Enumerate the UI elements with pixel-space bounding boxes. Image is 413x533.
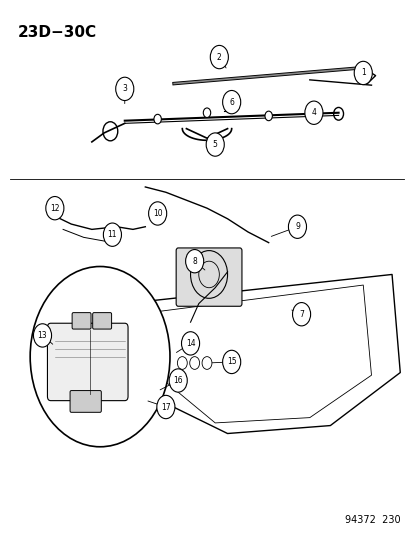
FancyBboxPatch shape <box>176 248 241 306</box>
Circle shape <box>203 108 210 117</box>
Text: 12: 12 <box>50 204 59 213</box>
Circle shape <box>304 101 322 124</box>
Text: 4: 4 <box>311 108 316 117</box>
Text: 17: 17 <box>161 402 170 411</box>
Circle shape <box>103 223 121 246</box>
Circle shape <box>177 357 187 369</box>
Circle shape <box>33 324 52 347</box>
Circle shape <box>115 77 133 101</box>
Circle shape <box>189 357 199 369</box>
Text: 2: 2 <box>216 53 221 62</box>
Circle shape <box>202 357 211 369</box>
Circle shape <box>222 91 240 114</box>
Text: 1: 1 <box>360 68 365 77</box>
Text: 94372  230: 94372 230 <box>344 515 399 525</box>
Text: 3: 3 <box>122 84 127 93</box>
Text: 6: 6 <box>229 98 233 107</box>
Circle shape <box>292 303 310 326</box>
Circle shape <box>206 133 224 156</box>
Circle shape <box>354 61 371 85</box>
Circle shape <box>185 249 203 273</box>
Circle shape <box>264 111 272 120</box>
Text: 16: 16 <box>173 376 183 385</box>
Circle shape <box>181 332 199 355</box>
Circle shape <box>46 197 64 220</box>
FancyBboxPatch shape <box>72 313 91 329</box>
FancyBboxPatch shape <box>70 391 101 413</box>
Circle shape <box>222 350 240 374</box>
Circle shape <box>157 395 175 419</box>
Text: 15: 15 <box>226 358 236 367</box>
Text: 7: 7 <box>299 310 303 319</box>
Text: 8: 8 <box>192 257 197 265</box>
Text: 14: 14 <box>185 339 195 348</box>
Circle shape <box>169 369 187 392</box>
Text: 23D−30C: 23D−30C <box>18 25 97 41</box>
Circle shape <box>30 266 170 447</box>
Circle shape <box>210 45 228 69</box>
Text: 13: 13 <box>38 331 47 340</box>
Text: 9: 9 <box>294 222 299 231</box>
Circle shape <box>288 215 306 238</box>
Circle shape <box>154 114 161 124</box>
Text: 11: 11 <box>107 230 117 239</box>
Text: 10: 10 <box>152 209 162 218</box>
Circle shape <box>148 202 166 225</box>
FancyBboxPatch shape <box>47 323 128 401</box>
Text: 5: 5 <box>212 140 217 149</box>
FancyBboxPatch shape <box>93 313 112 329</box>
